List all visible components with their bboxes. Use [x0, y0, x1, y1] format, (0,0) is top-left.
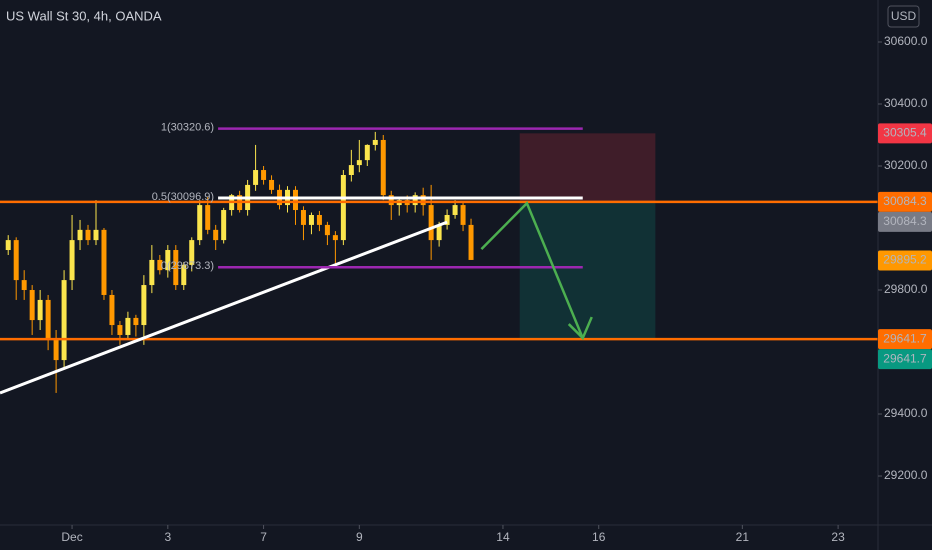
- price-badge: [878, 211, 932, 232]
- candle-body: [460, 205, 466, 225]
- x-tick-label: 23: [831, 530, 845, 544]
- candle-body: [77, 229, 83, 241]
- candle-body: [292, 189, 298, 211]
- price-badge: [878, 191, 932, 212]
- currency-box[interactable]: [887, 5, 920, 28]
- x-tick-label: 9: [356, 530, 363, 544]
- y-tick-label: 30200.0: [884, 158, 928, 172]
- candle-body: [412, 195, 418, 206]
- arrow-head: [567, 316, 593, 341]
- candle-body: [205, 205, 211, 230]
- target-zone: [519, 201, 656, 340]
- candle-body: [221, 210, 227, 241]
- price-badge-label: 30084.3: [883, 214, 927, 228]
- candle-body: [53, 339, 59, 361]
- price-badge-label: 30305.4: [883, 126, 927, 140]
- candle-body: [348, 165, 354, 175]
- candle-body: [133, 317, 139, 326]
- candle-body: [61, 280, 67, 361]
- candle-body: [340, 175, 346, 241]
- x-tick-label: 14: [496, 530, 510, 544]
- candle-body: [69, 240, 75, 281]
- candle-body: [428, 205, 434, 241]
- price-badge-label: 29895.2: [883, 253, 927, 267]
- candle-body: [380, 139, 386, 196]
- candle-body: [197, 205, 203, 241]
- stop-zone: [519, 133, 656, 202]
- price-badge: [878, 250, 932, 271]
- price-badge-label: 30084.3: [883, 194, 927, 208]
- candle-body: [388, 195, 394, 206]
- fib-label: 1(30320.6): [161, 122, 214, 134]
- candle-body: [444, 214, 450, 225]
- candle-body: [117, 325, 123, 335]
- x-tick-label: Dec: [61, 530, 82, 544]
- candle-body: [324, 224, 330, 236]
- y-tick-label: 29200.0: [884, 468, 928, 482]
- candle-body: [21, 280, 27, 291]
- candle-body: [253, 170, 259, 185]
- candle-body: [141, 285, 147, 326]
- x-tick-label: 7: [260, 530, 267, 544]
- candle-body: [13, 240, 19, 281]
- candle-body: [364, 144, 370, 161]
- candle-body: [125, 317, 131, 335]
- x-tick-label: 16: [592, 530, 606, 544]
- candle-body: [85, 229, 91, 241]
- fib-label: 0(29873.3): [161, 260, 214, 272]
- candle-body: [149, 259, 155, 286]
- price-badge: [878, 123, 932, 144]
- candle-body: [356, 160, 362, 166]
- candle-body: [5, 240, 11, 251]
- candle-body: [45, 299, 51, 340]
- y-tick-label: 30400.0: [884, 96, 928, 110]
- candle-body: [332, 235, 338, 241]
- candle-body: [37, 299, 43, 321]
- x-tick-label: 21: [736, 530, 750, 544]
- trendline: [0, 220, 448, 395]
- candle-body: [157, 259, 163, 271]
- chart-title: US Wall St 30, 4h, OANDA: [6, 8, 162, 23]
- y-tick-label: 29400.0: [884, 406, 928, 420]
- candle-body: [109, 294, 115, 326]
- price-badge: [878, 329, 932, 350]
- axes: 30600.0 30400.0 30200.0 29800.0 29400.0 29200…: [61, 34, 932, 544]
- price-badge-label: 29641.7: [883, 331, 927, 345]
- candle-body: [181, 264, 187, 286]
- candle-body: [420, 195, 426, 206]
- forecast-arrow: [480, 200, 584, 339]
- candle-body: [452, 205, 458, 215]
- candle-body: [308, 214, 314, 225]
- candle-body: [316, 214, 322, 225]
- candle-body: [101, 229, 107, 295]
- y-tick-label: 29800.0: [884, 282, 928, 296]
- x-tick-label: 3: [164, 530, 171, 544]
- candle-body: [468, 224, 474, 260]
- candle-body: [372, 139, 378, 145]
- candle-body: [300, 210, 306, 225]
- candle-body: [436, 224, 442, 241]
- candle-body: [165, 250, 171, 271]
- y-tick-label: 30600.0: [884, 34, 928, 48]
- candle-body: [269, 179, 275, 190]
- candle-body: [261, 170, 267, 180]
- fib-label: 0.5(30096.9): [152, 191, 214, 203]
- plot-area: 1(30320.6) 0.5(30096.9) 0(29873.3): [0, 122, 878, 395]
- candle-body: [29, 290, 35, 321]
- currency[interactable]: USD: [891, 9, 917, 23]
- price-badge: [878, 349, 932, 370]
- candle-body: [93, 229, 99, 241]
- candle-body: [173, 250, 179, 286]
- candle-body: [189, 240, 195, 265]
- candle-body: [213, 229, 219, 241]
- price-badge-label: 29641.7: [883, 351, 927, 365]
